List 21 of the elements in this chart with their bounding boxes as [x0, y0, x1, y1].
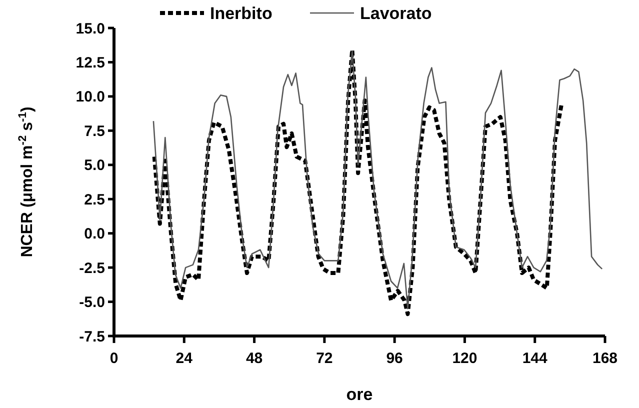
y-tick-label: 0.0 — [84, 226, 105, 243]
y-tick-label: 12.5 — [76, 54, 105, 72]
y-tick-label: 15.0 — [76, 20, 105, 38]
x-axis-title: ore — [346, 385, 373, 404]
x-tick-label: 96 — [386, 350, 403, 367]
x-tick-label: 24 — [176, 350, 194, 367]
y-tick-label: 7.5 — [84, 122, 105, 140]
y-tick-label: 10.0 — [76, 88, 105, 106]
legend-label: Inerbito — [210, 4, 272, 23]
x-tick-label: 120 — [452, 350, 478, 367]
y-tick-label: 2.5 — [84, 191, 105, 208]
x-tick-label: 144 — [522, 350, 548, 367]
y-tick-label: 5.0 — [84, 157, 105, 174]
x-tick-label: 0 — [110, 350, 118, 367]
x-tick-label: 168 — [592, 350, 618, 367]
y-tick-label: -2.5 — [79, 260, 105, 277]
legend-label: Lavorato — [360, 4, 432, 23]
x-tick-label: 48 — [246, 350, 263, 367]
y-tick-label: -5.0 — [79, 294, 105, 312]
y-tick-label: -7.5 — [79, 328, 105, 346]
x-tick-label: 72 — [316, 350, 333, 367]
